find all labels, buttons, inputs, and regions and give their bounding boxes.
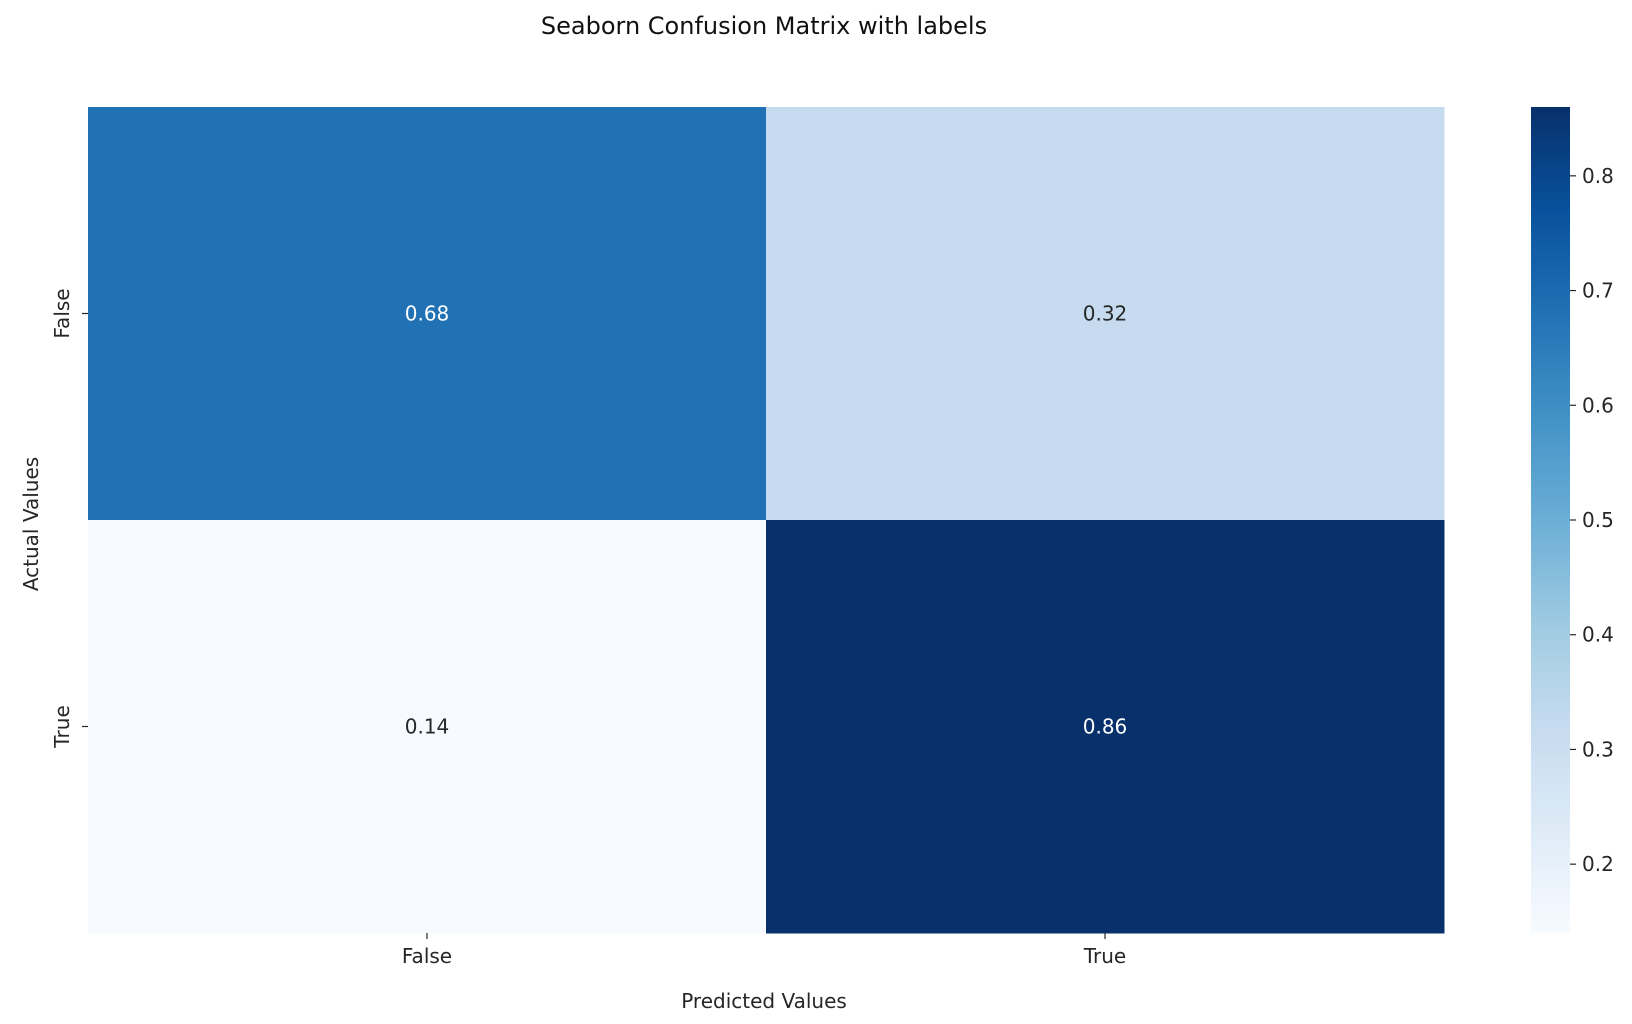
y-axis: False True bbox=[50, 288, 88, 749]
colorbar-tick-label: 0.6 bbox=[1582, 393, 1614, 417]
cell-value-label: 0.68 bbox=[405, 302, 450, 326]
x-axis-label: Predicted Values bbox=[681, 989, 847, 1013]
cell-value-label: 0.32 bbox=[1083, 302, 1128, 326]
heatmap-cell bbox=[766, 107, 1445, 521]
colorbar-tick-label: 0.5 bbox=[1582, 508, 1614, 532]
x-tick-label: True bbox=[1083, 944, 1126, 968]
heatmap-annotations: 0.68 0.32 0.14 0.86 bbox=[405, 302, 1128, 739]
colorbar-tick-label: 0.7 bbox=[1582, 279, 1614, 303]
cell-value-label: 0.86 bbox=[1083, 715, 1128, 739]
colorbar: 0.2 0.3 0.4 0.5 0.6 0.7 0.8 bbox=[1531, 107, 1614, 933]
chart-title: Seaborn Confusion Matrix with labels bbox=[540, 12, 988, 40]
heatmap-cells bbox=[88, 107, 1445, 934]
y-tick-label: True bbox=[50, 705, 74, 748]
heatmap-cell bbox=[766, 520, 1445, 934]
x-axis: False True bbox=[402, 933, 1126, 968]
heatmap-cell bbox=[88, 520, 767, 934]
colorbar-tick-label: 0.4 bbox=[1582, 623, 1614, 647]
heatmap-cell bbox=[88, 107, 767, 521]
colorbar-tick-label: 0.2 bbox=[1582, 852, 1614, 876]
y-tick-label: False bbox=[50, 288, 74, 338]
colorbar-tick-label: 0.3 bbox=[1582, 737, 1614, 761]
cell-value-label: 0.14 bbox=[405, 715, 450, 739]
colorbar-gradient bbox=[1531, 107, 1570, 933]
x-tick-label: False bbox=[402, 944, 452, 968]
y-axis-label: Actual Values bbox=[19, 457, 43, 591]
colorbar-tick-label: 0.8 bbox=[1582, 164, 1614, 188]
